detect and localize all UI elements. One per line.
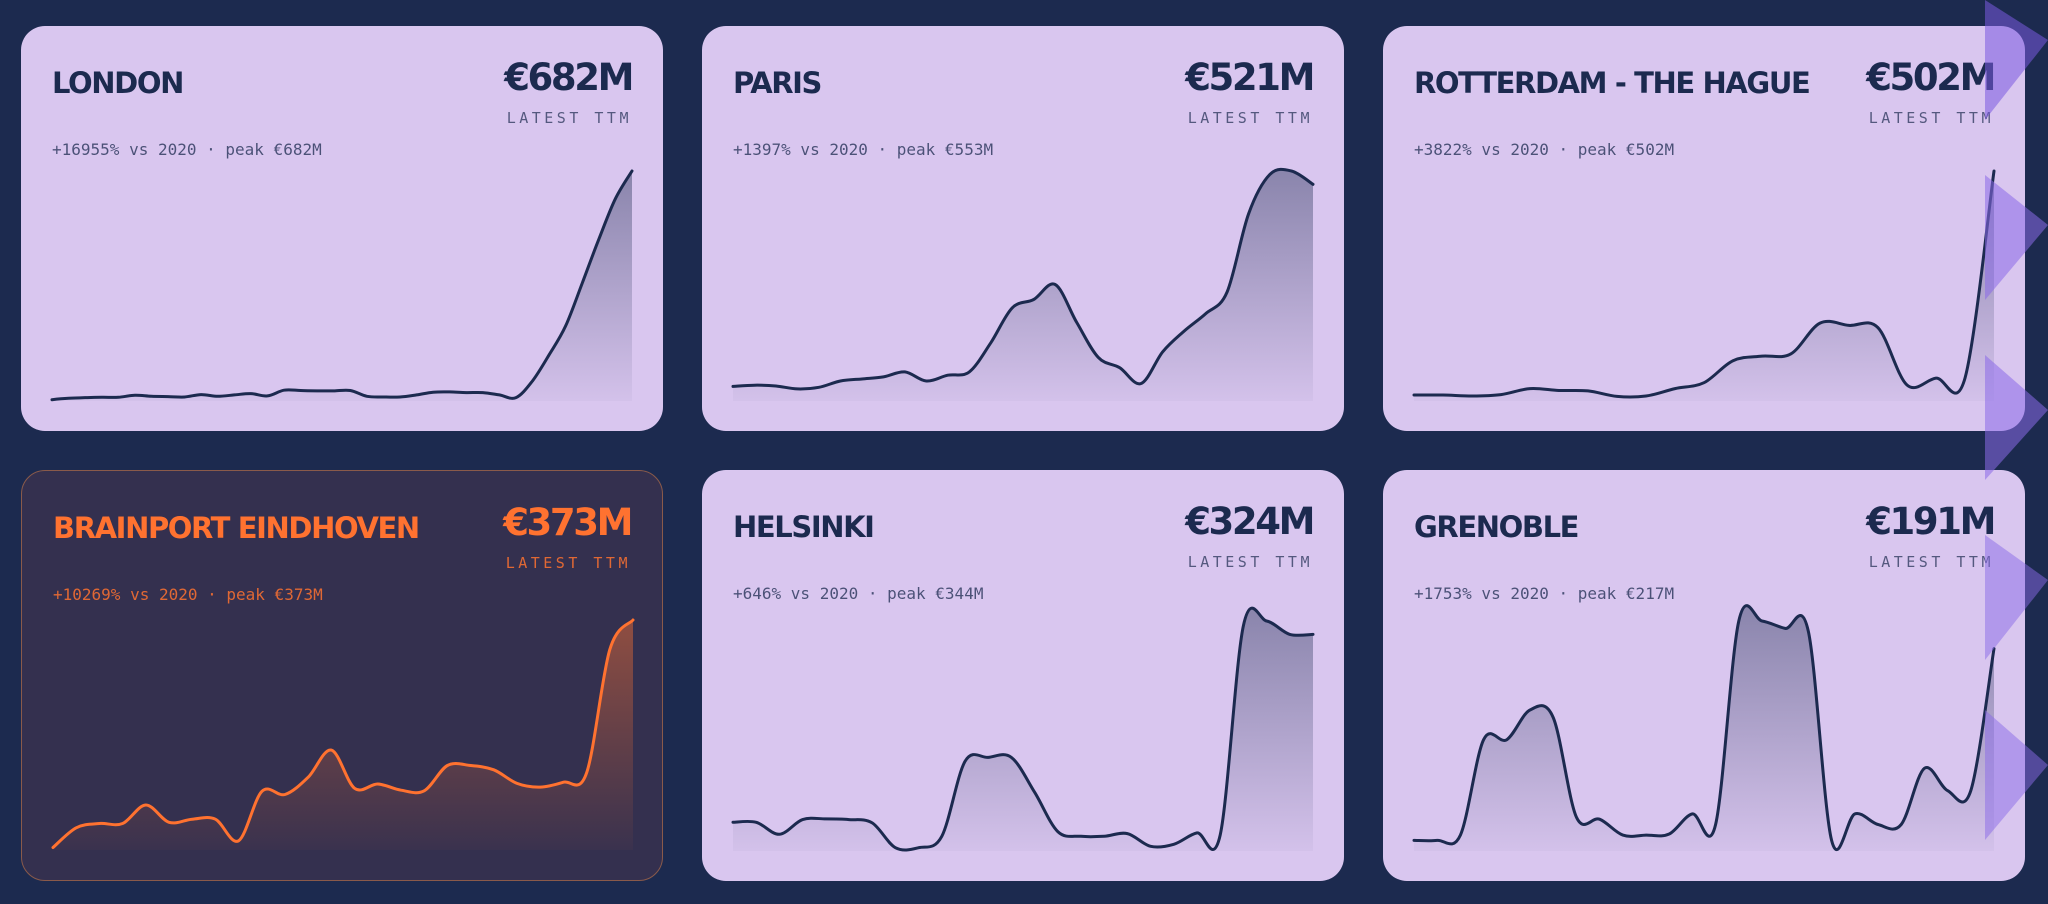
city-card[interactable]: HELSINKI €324M LATEST TTM +646% vs 2020 …: [702, 470, 1344, 881]
growth-stat: +1753% vs 2020 · peak €217M: [1414, 584, 1675, 603]
city-cards-grid: LONDON €682M LATEST TTM +16955% vs 2020 …: [21, 26, 2025, 881]
city-card[interactable]: ROTTERDAM - THE HAGUE €502M LATEST TTM +…: [1383, 26, 2025, 431]
latest-ttm-label: LATEST TTM: [1187, 553, 1313, 571]
sparkline-area: [733, 608, 1313, 851]
latest-ttm-label: LATEST TTM: [1187, 109, 1313, 127]
latest-ttm-label: LATEST TTM: [505, 554, 631, 572]
sparkline-line: [1412, 169, 1996, 399]
city-card[interactable]: LONDON €682M LATEST TTM +16955% vs 2020 …: [21, 26, 663, 431]
latest-ttm-label: LATEST TTM: [1868, 109, 1994, 127]
latest-value: €324M: [1185, 500, 1315, 543]
sparkline-line: [1412, 604, 1996, 852]
sparkline-area: [52, 171, 632, 401]
growth-stat: +16955% vs 2020 · peak €682M: [52, 140, 322, 159]
sparkline-area: [53, 620, 633, 850]
growth-stat: +646% vs 2020 · peak €344M: [733, 584, 984, 603]
growth-stat: +1397% vs 2020 · peak €553M: [733, 140, 994, 159]
city-name: ROTTERDAM - THE HAGUE: [1414, 66, 1811, 100]
latest-ttm-label: LATEST TTM: [506, 109, 632, 127]
city-name: LONDON: [52, 66, 184, 100]
city-card[interactable]: GRENOBLE €191M LATEST TTM +1753% vs 2020…: [1383, 470, 2025, 881]
sparkline-area: [733, 169, 1313, 401]
sparkline-area: [1414, 605, 1994, 851]
city-name: GRENOBLE: [1414, 510, 1579, 544]
latest-value: €521M: [1185, 56, 1315, 99]
sparkline-chart: [731, 167, 1315, 401]
sparkline-line: [731, 606, 1315, 852]
city-name: HELSINKI: [733, 510, 875, 544]
latest-value: €682M: [504, 56, 634, 99]
sparkline-line: [50, 169, 634, 402]
sparkline-line: [731, 167, 1315, 391]
city-name: BRAINPORT EINDHOVEN: [53, 511, 420, 545]
sparkline-line: [51, 618, 635, 849]
sparkline-chart: [731, 606, 1315, 852]
sparkline-chart: [1412, 169, 1996, 401]
growth-stat: +10269% vs 2020 · peak €373M: [53, 585, 323, 604]
growth-stat: +3822% vs 2020 · peak €502M: [1414, 140, 1675, 159]
latest-value: €373M: [503, 501, 633, 544]
city-card[interactable]: PARIS €521M LATEST TTM +1397% vs 2020 · …: [702, 26, 1344, 431]
sparkline-area: [1414, 171, 1994, 401]
latest-value: €502M: [1866, 56, 1996, 99]
latest-ttm-label: LATEST TTM: [1868, 553, 1994, 571]
sparkline-chart: [50, 169, 634, 402]
city-card-highlighted[interactable]: BRAINPORT EINDHOVEN €373M LATEST TTM +10…: [21, 470, 663, 881]
sparkline-chart: [1412, 604, 1996, 852]
sparkline-chart: [51, 618, 635, 850]
latest-value: €191M: [1866, 500, 1996, 543]
city-name: PARIS: [733, 66, 822, 100]
